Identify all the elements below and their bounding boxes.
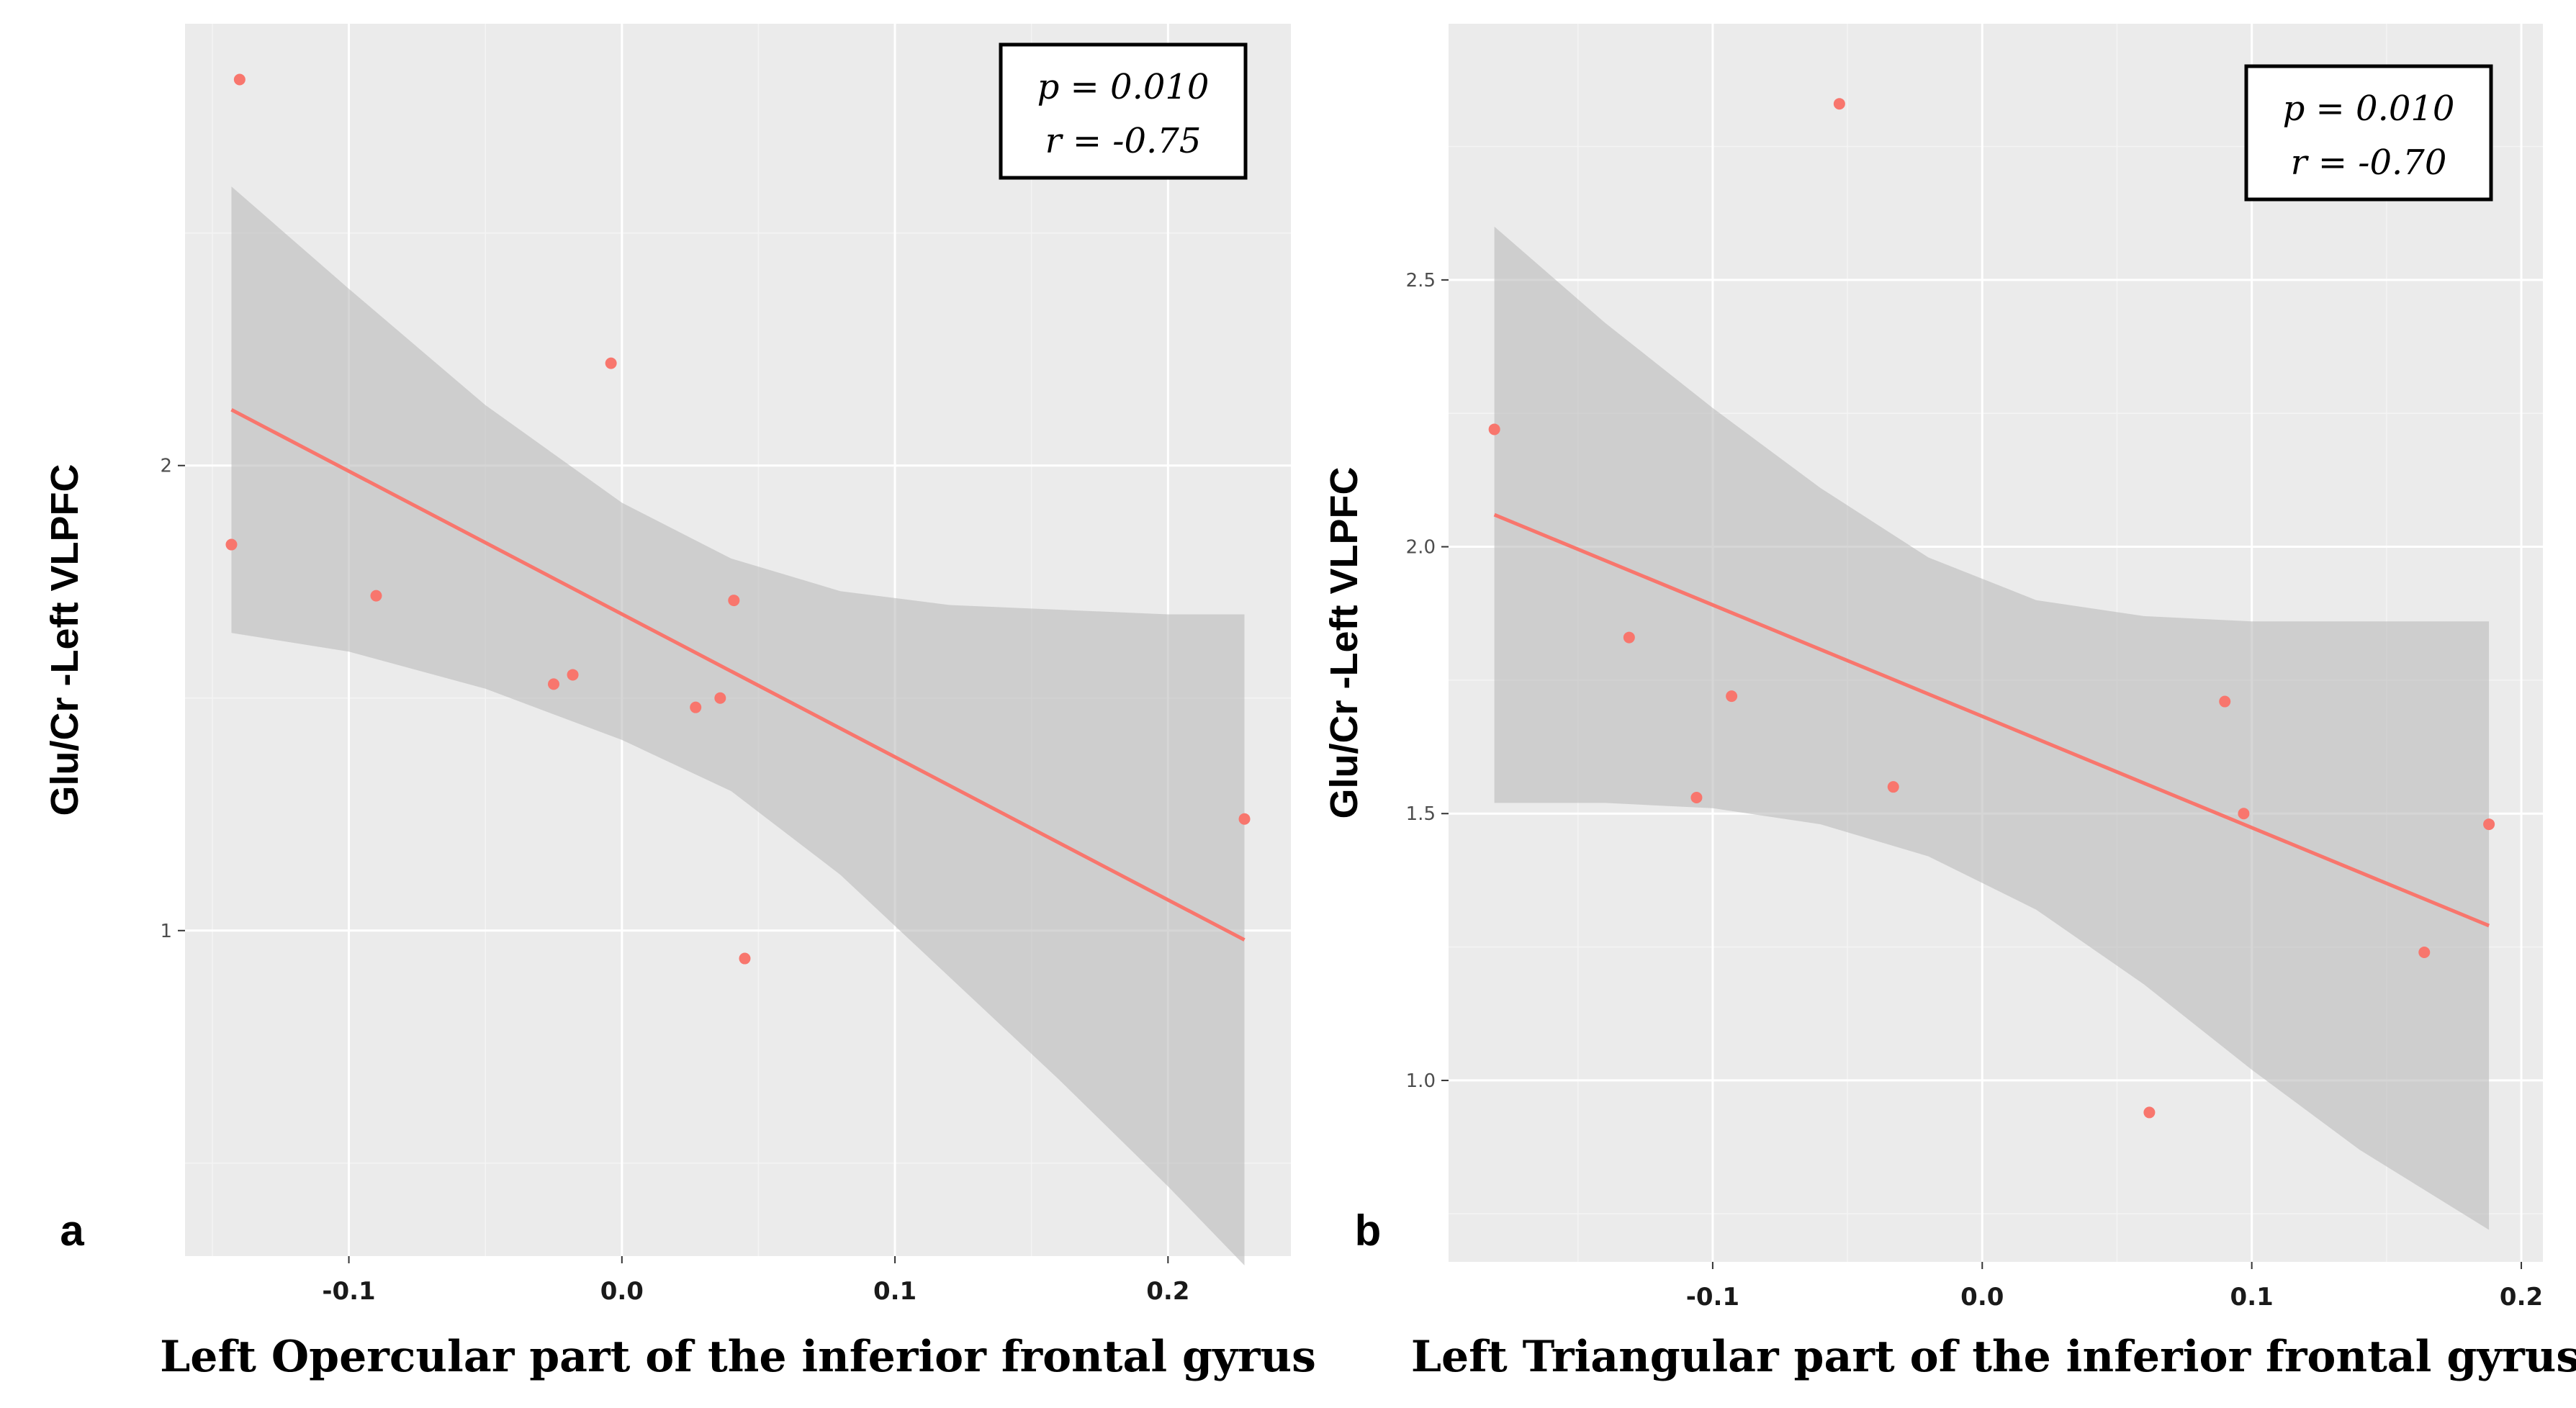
y-tick-label: 2.0 [1406,537,1436,559]
data-point [714,692,726,704]
chart-panel-a: -0.1 0.0 0.1 0.2 1 2 Left Opercular part of th… [43,24,1316,1382]
data-point [2143,1106,2156,1119]
y-tick-label: 1 [160,921,172,942]
y-axis-title: Glu/Cr -Left VLPFC [43,464,86,816]
data-point [739,952,751,965]
data-point [2418,947,2431,958]
y-tick-label: 2.5 [1406,270,1436,292]
data-point [567,669,579,681]
panel-label: a [60,1206,84,1255]
r-value-label: r = -0.70 [2291,143,2447,183]
confidence-band [1494,226,2490,1230]
data-point [1887,781,1899,793]
x-tick-label: 0.2 [2500,1283,2543,1312]
x-tick-label: 0.0 [600,1277,644,1306]
data-point [233,73,246,86]
data-point [1488,423,1500,436]
x-axis-title: Left Triangular part of the inferior fro… [1411,1332,2576,1382]
r-value-label: r = -0.75 [1045,121,1202,161]
x-tick-label: 0.1 [873,1277,917,1306]
data-point [2238,808,2250,820]
p-value-label: p = 0.010 [2283,89,2455,129]
regression-line [230,407,1246,942]
data-point [1623,631,1635,644]
x-tick-label: 0.1 [2230,1283,2274,1312]
regression-line [1493,513,2490,928]
data-point [690,701,702,713]
y-axis-title: Glu/Cr -Left VLPFC [1323,467,1366,819]
confidence-band [231,186,1245,1265]
p-value-label: p = 0.010 [1037,67,1210,107]
data-point [225,538,238,551]
x-tick-label: 0.0 [1960,1283,2004,1312]
data-point [1726,690,1738,703]
y-tick-label: 1.0 [1406,1070,1436,1092]
x-tick-label: 0.2 [1146,1277,1189,1306]
data-point [1238,813,1251,825]
x-tick-label: -0.1 [322,1277,375,1306]
y-tick-label: 2 [160,456,172,477]
data-point [548,678,559,690]
data-point [1690,792,1703,803]
chart-panel-b: -0.1 0.0 0.1 0.2 1.0 1.5 2.0 2.5 Left Triangular… [1323,24,2576,1382]
x-axis-title: Left Opercular part of the inferior fron… [160,1332,1316,1382]
panel-label: b [1355,1206,1382,1255]
data-point [605,357,617,369]
stats-box [2244,64,2493,202]
stats-box [999,42,1248,180]
data-point [1833,98,1845,110]
data-point [370,590,382,602]
data-point [728,595,740,607]
data-point [2483,818,2495,831]
x-tick-label: -0.1 [1686,1283,1739,1312]
y-tick-label: 1.5 [1406,803,1436,825]
data-point [2219,695,2231,708]
